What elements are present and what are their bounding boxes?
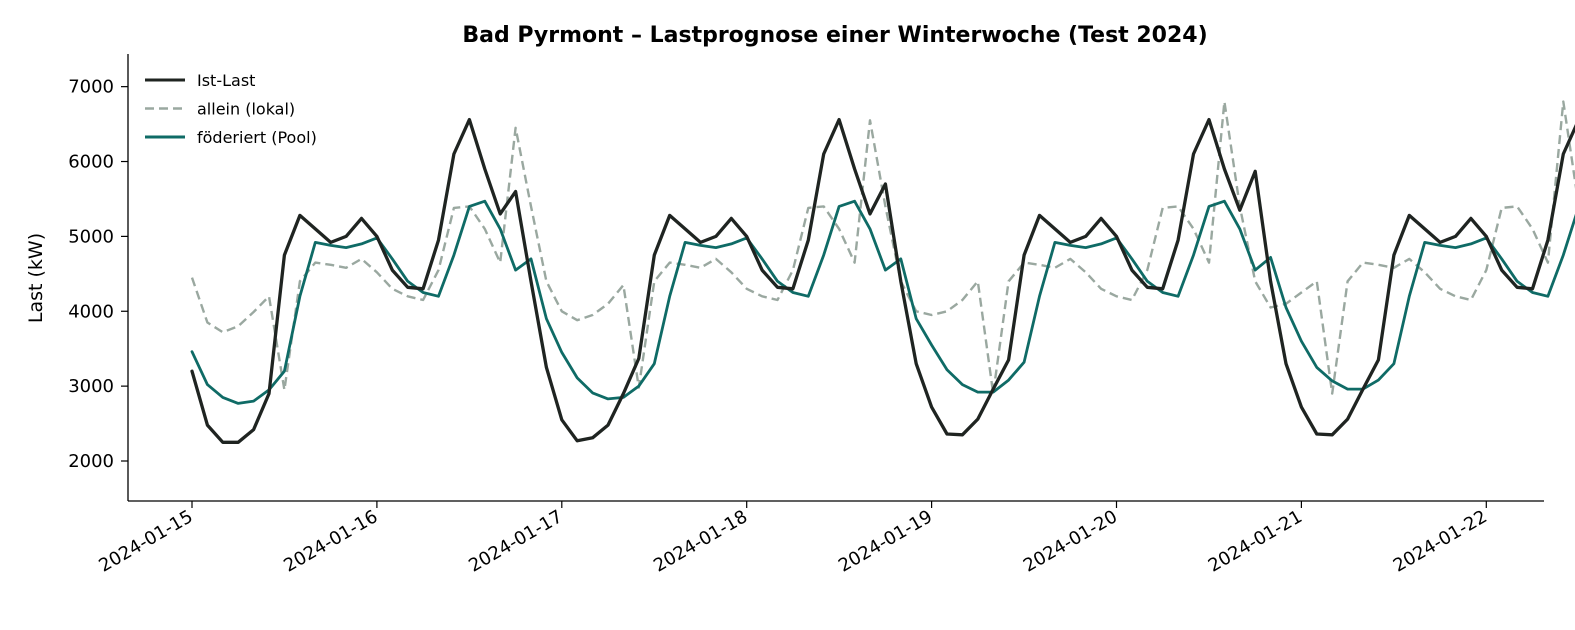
legend-label: föderiert (Pool) (197, 128, 317, 147)
y-tick-label: 3000 (68, 376, 114, 397)
legend-label: allein (lokal) (197, 100, 295, 119)
y-tick-label: 6000 (68, 152, 114, 173)
y-tick-label: 2000 (68, 451, 114, 472)
legend-label: Ist-Last (197, 71, 255, 90)
y-tick-label: 7000 (68, 77, 114, 98)
series-lines (190, 100, 1575, 444)
y-tick-label: 5000 (68, 226, 114, 247)
y-axis-label: Last (kW) (25, 233, 47, 323)
chart-title: Bad Pyrmont – Lastprognose einer Winterw… (462, 23, 1207, 48)
y-tick-label: 4000 (68, 301, 114, 322)
legend: Ist-Last allein (lokal) föderiert (Pool) (145, 71, 317, 147)
y-axis-ticks: 2000 3000 4000 5000 6000 7000 (68, 77, 128, 472)
series-line-0 (190, 117, 1575, 444)
series-line-2 (190, 199, 1575, 405)
